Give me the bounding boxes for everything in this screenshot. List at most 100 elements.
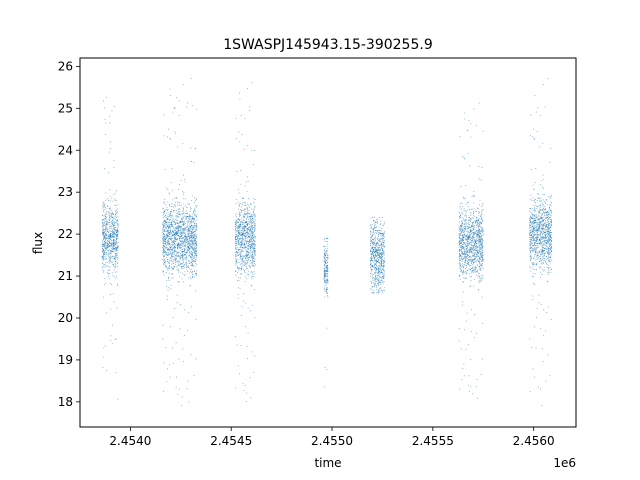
- data-point: [376, 245, 378, 247]
- data-point: [470, 251, 472, 253]
- data-point: [471, 270, 473, 272]
- data-point: [184, 220, 186, 222]
- data-point: [109, 220, 111, 221]
- data-point: [378, 245, 380, 247]
- data-point: [241, 237, 243, 239]
- data-point: [375, 276, 377, 277]
- data-point: [376, 225, 378, 227]
- data-point: [250, 244, 252, 246]
- data-point: [246, 278, 248, 280]
- data-point: [117, 258, 119, 260]
- data-point: [478, 251, 480, 253]
- data-point: [238, 279, 240, 281]
- data-point: [101, 242, 103, 244]
- data-point: [169, 364, 170, 366]
- data-point: [114, 244, 116, 245]
- data-point: [181, 405, 182, 406]
- data-point: [238, 240, 240, 242]
- data-point: [114, 205, 116, 206]
- data-point: [191, 253, 193, 255]
- data-point: [179, 256, 181, 258]
- data-point: [374, 256, 376, 258]
- data-point: [464, 225, 466, 227]
- data-point: [167, 254, 169, 256]
- data-point: [470, 239, 471, 240]
- data-point: [185, 263, 187, 265]
- data-point: [460, 245, 462, 247]
- data-point: [186, 267, 188, 269]
- data-point: [116, 249, 118, 251]
- data-point: [239, 141, 241, 143]
- data-point: [462, 265, 463, 267]
- data-point: [240, 256, 241, 258]
- data-point: [244, 211, 246, 212]
- data-point: [461, 238, 463, 240]
- data-point: [327, 257, 328, 259]
- data-point: [175, 228, 177, 230]
- data-point: [182, 242, 184, 244]
- data-point: [188, 230, 190, 231]
- data-point: [459, 264, 461, 266]
- data-point: [193, 201, 195, 203]
- data-point: [324, 276, 325, 277]
- data-point: [113, 224, 115, 226]
- data-point: [376, 261, 377, 263]
- data-point: [240, 244, 242, 246]
- data-point: [478, 256, 480, 258]
- data-point: [162, 237, 164, 238]
- data-point: [110, 255, 111, 257]
- data-point: [251, 278, 253, 280]
- data-point: [239, 223, 241, 225]
- data-point: [102, 257, 104, 259]
- data-point: [247, 213, 248, 215]
- data-point: [242, 242, 243, 244]
- data-point: [459, 244, 460, 246]
- data-point: [472, 218, 474, 220]
- data-point: [110, 218, 111, 220]
- data-point: [165, 237, 167, 239]
- data-point: [104, 247, 106, 248]
- data-point: [235, 248, 237, 250]
- data-point: [184, 205, 186, 207]
- data-point: [184, 240, 186, 242]
- data-point: [469, 234, 471, 236]
- data-point: [103, 244, 104, 245]
- data-point: [325, 261, 327, 263]
- data-point: [164, 262, 165, 263]
- data-point: [464, 236, 466, 238]
- data-point: [471, 309, 473, 311]
- data-point: [187, 246, 189, 248]
- data-point: [168, 128, 169, 130]
- data-point: [109, 199, 111, 201]
- data-point: [463, 254, 465, 256]
- data-point: [245, 230, 247, 231]
- data-point: [164, 260, 166, 262]
- data-point: [460, 245, 462, 247]
- data-point: [466, 222, 468, 224]
- data-point: [187, 216, 189, 218]
- data-point: [377, 242, 379, 244]
- data-point: [382, 256, 383, 257]
- data-point: [477, 251, 479, 253]
- data-point: [252, 236, 254, 238]
- data-point: [235, 260, 237, 262]
- data-point: [324, 274, 326, 276]
- data-point: [185, 244, 187, 246]
- data-point: [116, 247, 118, 248]
- data-point: [166, 280, 168, 282]
- data-point: [179, 246, 181, 248]
- data-point: [482, 232, 484, 234]
- data-point: [183, 240, 185, 242]
- data-point: [192, 246, 194, 248]
- data-point: [253, 214, 255, 216]
- data-point: [459, 267, 461, 269]
- data-point: [182, 251, 184, 253]
- data-point: [109, 259, 111, 261]
- data-point: [187, 222, 189, 224]
- data-point: [381, 243, 382, 245]
- data-point: [253, 242, 255, 244]
- data-point: [114, 245, 116, 247]
- data-point: [380, 264, 382, 266]
- data-point: [460, 239, 461, 241]
- data-point: [175, 386, 177, 388]
